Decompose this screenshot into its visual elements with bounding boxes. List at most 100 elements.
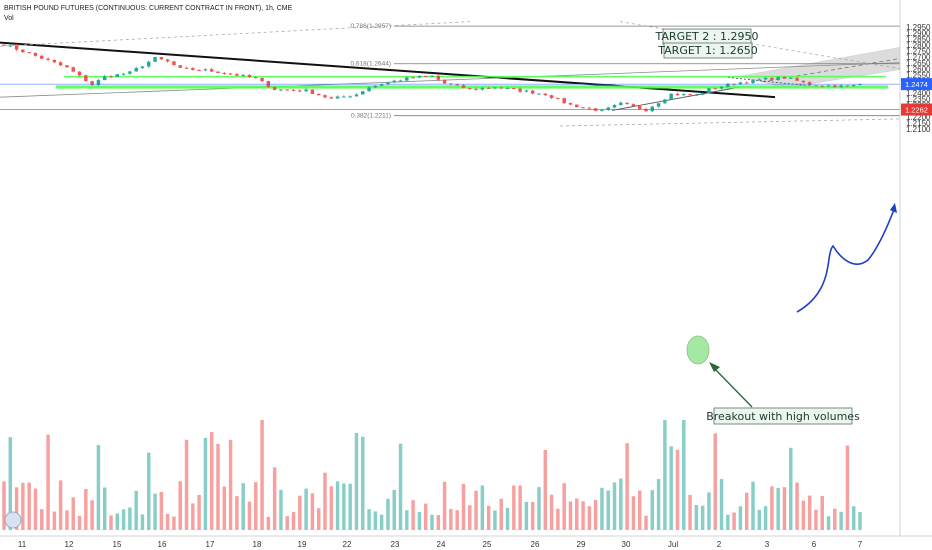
candle-body xyxy=(417,75,422,78)
volume-bar xyxy=(807,495,812,530)
volume-bar xyxy=(776,487,780,530)
candle-body xyxy=(468,88,472,90)
annotation-arrow xyxy=(711,365,753,408)
annotation-box xyxy=(713,407,853,425)
volume-bar xyxy=(568,501,573,530)
candle-body xyxy=(216,71,220,74)
volume-bar xyxy=(738,506,743,530)
volume-bar xyxy=(254,482,258,530)
candle-body xyxy=(147,61,151,67)
volume-bar xyxy=(379,514,384,530)
candle-body xyxy=(757,79,762,81)
candle-body xyxy=(342,96,346,98)
volume-bar xyxy=(744,492,749,530)
volume-bar xyxy=(625,443,629,530)
volume-bar xyxy=(115,513,120,530)
volume-bar xyxy=(147,452,151,530)
candle-body xyxy=(537,93,541,95)
candle-body xyxy=(713,88,717,90)
volume-bar xyxy=(650,490,655,530)
price-badge-label: 1.2262 xyxy=(905,106,928,115)
time-tick-label: Jul xyxy=(668,540,678,549)
volume-bar xyxy=(839,511,843,530)
volume-bar xyxy=(184,439,189,530)
support-resistance-zones xyxy=(56,75,888,89)
candle-body xyxy=(21,49,25,53)
volume-bar xyxy=(323,472,327,530)
volume-bar xyxy=(191,503,195,530)
volume-bar xyxy=(367,509,371,530)
candle-body xyxy=(801,80,806,83)
volume-bar xyxy=(644,515,648,530)
volume-bar xyxy=(700,505,705,530)
candle-body xyxy=(770,77,774,80)
volume-bar xyxy=(27,482,31,530)
candle-body xyxy=(744,82,749,84)
candle-body xyxy=(65,65,69,68)
price-tick-label: 1.2350 xyxy=(906,95,931,104)
volume-bar xyxy=(209,432,214,530)
candle-body xyxy=(845,85,850,87)
candle-body xyxy=(637,106,642,109)
time-axis: 11 12 15 16 17 18 19 22 23 24 25 26 29 30 Jul 2 3 6 7 xyxy=(0,511,932,549)
volume-bar xyxy=(172,516,176,530)
volume-bar xyxy=(165,513,170,530)
volume-bar xyxy=(405,510,409,530)
volume-bar xyxy=(763,506,768,530)
candle-body xyxy=(40,55,44,59)
candle-body xyxy=(719,86,724,89)
volume-bar xyxy=(833,508,837,530)
candle-body xyxy=(562,98,566,104)
volume-bar xyxy=(46,434,50,530)
volume-pane xyxy=(2,420,862,530)
candle-body xyxy=(367,87,371,92)
volume-bar xyxy=(707,492,711,530)
target-label: TARGET 1: 1.2650 xyxy=(657,44,757,57)
candle-body xyxy=(411,77,415,79)
volume-bar xyxy=(820,495,824,530)
candle-body xyxy=(121,73,126,75)
volume-bar xyxy=(782,487,787,530)
volume-bar xyxy=(310,493,315,530)
candle-body xyxy=(140,66,145,69)
volume-bar xyxy=(480,485,485,530)
candle-body xyxy=(669,93,673,100)
time-tick-label: 24 xyxy=(437,540,446,549)
candle-body xyxy=(782,76,787,79)
volume-bar xyxy=(354,432,359,530)
volume-bar xyxy=(65,510,69,530)
volume-bar xyxy=(8,437,13,530)
candle-body xyxy=(398,80,403,82)
candle-body xyxy=(165,59,170,62)
candle-body xyxy=(486,87,491,89)
candle-body xyxy=(184,67,189,69)
volume-bar xyxy=(247,501,252,530)
candle-body xyxy=(316,93,321,96)
candle-body xyxy=(455,84,459,86)
volume-bar xyxy=(304,488,308,530)
time-tick-label: 2 xyxy=(717,540,722,549)
candle-body xyxy=(612,105,617,108)
target-label: TARGET 2 : 1.2950 xyxy=(655,30,759,43)
volume-bar xyxy=(228,439,233,530)
candle-body xyxy=(549,95,554,99)
time-tick-label: 19 xyxy=(298,540,307,549)
volume-bar xyxy=(102,487,107,530)
candle-body xyxy=(272,87,277,91)
candle-body xyxy=(682,94,686,96)
candle-body xyxy=(650,106,655,112)
volume-bar xyxy=(619,478,623,530)
candle-body xyxy=(247,74,252,78)
candle-body xyxy=(77,71,82,76)
candle-body xyxy=(222,73,227,75)
time-tick-label: 30 xyxy=(622,540,631,549)
candle-body xyxy=(826,85,831,87)
candle-body xyxy=(159,56,164,60)
candle-body xyxy=(373,85,378,88)
volume-bar xyxy=(486,505,491,530)
candle-body xyxy=(606,107,610,110)
volume-bar xyxy=(77,515,82,530)
volume-bar xyxy=(518,485,522,530)
candle-body xyxy=(499,87,503,89)
price-tick-label: 1.2200 xyxy=(906,113,931,122)
